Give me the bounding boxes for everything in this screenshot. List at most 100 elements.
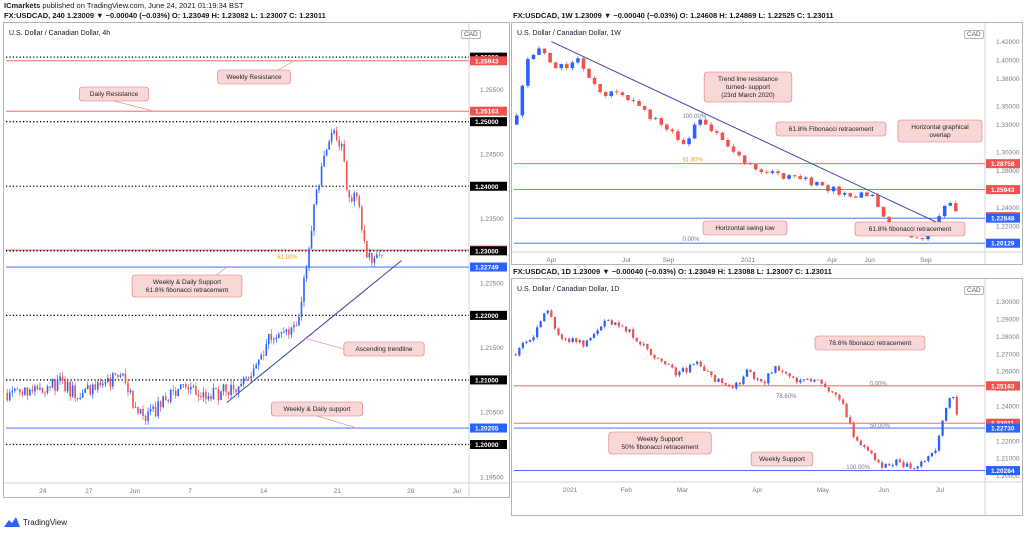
- bear-candle: [777, 366, 781, 371]
- y-tick-label: 1.21500: [480, 345, 504, 352]
- bear-candle: [792, 376, 795, 378]
- bull-candle: [242, 378, 245, 384]
- bull-candle: [859, 192, 864, 198]
- bear-candle: [361, 206, 363, 230]
- annotation-box: [703, 71, 793, 103]
- x-tick-label: 21: [334, 488, 342, 495]
- bear-candle: [542, 48, 547, 54]
- bear-candle: [854, 196, 858, 198]
- bear-candle: [820, 379, 823, 384]
- bear-candle: [378, 254, 381, 256]
- bull-candle: [913, 468, 916, 470]
- bull-candle: [528, 340, 532, 342]
- annotation-label: 61.8% Fibonacci retracement: [789, 126, 874, 133]
- fib-level-label: 50.00%: [870, 423, 891, 429]
- y-tick-label: 1.24500: [480, 151, 504, 158]
- price-tag: [470, 375, 507, 385]
- y-tick-label: 1.20500: [480, 410, 504, 417]
- price-tag-label: 1.22848: [991, 216, 1015, 223]
- price-tag: [986, 213, 1020, 223]
- annotation-box: [270, 401, 363, 417]
- w1-ohlc-header: FX:USDCAD, 1W 1.23009 ▼ −0.00040 (−0.03%…: [513, 11, 834, 20]
- bull-candle: [252, 368, 255, 377]
- bull-candle: [891, 465, 894, 467]
- bear-candle: [863, 445, 866, 448]
- d1-currency-box[interactable]: CAD: [964, 286, 984, 295]
- annotation-pointer: [316, 415, 358, 429]
- bear-candle: [639, 341, 642, 345]
- bull-candle: [222, 384, 225, 392]
- tradingview-brand[interactable]: TradingView: [4, 517, 67, 527]
- price-tag-label: 1.20255: [475, 426, 499, 433]
- bull-candle: [353, 192, 356, 202]
- h4-currency-box[interactable]: CAD: [461, 30, 481, 39]
- bear-candle: [728, 384, 731, 387]
- bull-candle: [250, 376, 252, 379]
- bull-candle: [895, 459, 898, 466]
- bull-candle: [525, 341, 528, 344]
- bear-candle: [262, 355, 265, 356]
- annotation-label: 61.8% fibonacci retracement: [146, 287, 229, 294]
- bear-candle: [598, 84, 602, 93]
- bear-candle: [676, 131, 680, 141]
- bear-candle: [366, 241, 368, 258]
- bear-candle: [31, 389, 34, 392]
- bear-candle: [338, 139, 340, 147]
- bear-candle: [575, 338, 578, 343]
- bull-candle: [815, 182, 819, 186]
- annotation-pointer: [303, 337, 344, 350]
- bear-candle: [737, 151, 741, 156]
- w1-chart-svg[interactable]: 1.42000 1.40000 1.38000 1.35000 1.33000 1.300…: [512, 23, 1022, 264]
- price-tag-label: 1.22749: [475, 265, 499, 272]
- price-tag: [986, 381, 1020, 391]
- price-tag-label: 1.25000: [475, 119, 499, 126]
- w1-currency-box[interactable]: CAD: [964, 30, 984, 39]
- bear-candle: [587, 68, 591, 78]
- bear-candle: [637, 101, 641, 107]
- bull-candle: [537, 48, 541, 55]
- y-tick-label: 1.33000: [996, 122, 1020, 129]
- bull-candle: [179, 384, 182, 389]
- bear-candle: [109, 377, 112, 387]
- x-tick-label: Jun: [130, 488, 141, 495]
- bear-candle: [713, 375, 717, 382]
- bull-candle: [278, 333, 280, 338]
- bull-candle: [802, 379, 806, 381]
- bull-candle: [570, 62, 575, 69]
- y-tick-label: 1.28000: [996, 168, 1020, 175]
- h4-ohlc-header: FX:USDCAD, 240 1.23009 ▼ −0.00040 (−0.03…: [4, 11, 326, 20]
- bear-candle: [715, 131, 719, 133]
- h4-chart-panel[interactable]: 1.260001.255001.250001.245001.240001.235…: [3, 22, 510, 498]
- price-tag: [470, 117, 507, 127]
- bear-candle: [215, 387, 217, 390]
- bear-candle: [659, 118, 664, 125]
- w1-chart-panel[interactable]: 1.42000 1.40000 1.38000 1.35000 1.33000 1.300…: [511, 22, 1023, 265]
- d1-chart-panel[interactable]: 1.300001.290001.280001.270001.260001.250…: [511, 278, 1023, 516]
- fib-level-label: 100.00%: [682, 114, 706, 120]
- bull-candle: [767, 373, 770, 384]
- bear-candle: [667, 363, 670, 365]
- bull-candle: [177, 388, 180, 397]
- bull-candle: [735, 382, 738, 389]
- bear-candle: [838, 394, 841, 400]
- bull-candle: [86, 385, 89, 390]
- bear-candle: [824, 383, 827, 388]
- bull-candle: [245, 377, 247, 379]
- publisher-line: ICmarkets published on TradingView.com, …: [4, 1, 244, 10]
- bear-candle: [74, 385, 76, 399]
- bear-candle: [565, 64, 569, 69]
- bull-candle: [298, 316, 300, 326]
- bear-candle: [21, 392, 24, 395]
- bull-candle: [340, 143, 343, 147]
- d1-chart-svg[interactable]: 1.300001.290001.280001.270001.260001.250…: [512, 279, 1022, 515]
- bear-candle: [841, 399, 845, 404]
- bear-candle: [709, 124, 714, 132]
- bear-candle: [159, 401, 162, 408]
- bear-candle: [877, 459, 880, 463]
- y-tick-label: 1.23500: [480, 216, 504, 223]
- x-tick-label: 28: [407, 488, 415, 495]
- bear-candle: [954, 203, 958, 212]
- bear-candle: [776, 171, 780, 174]
- y-tick-label: 1.26000: [996, 369, 1020, 376]
- h4-chart-svg[interactable]: 1.260001.255001.250001.245001.240001.235…: [4, 23, 509, 497]
